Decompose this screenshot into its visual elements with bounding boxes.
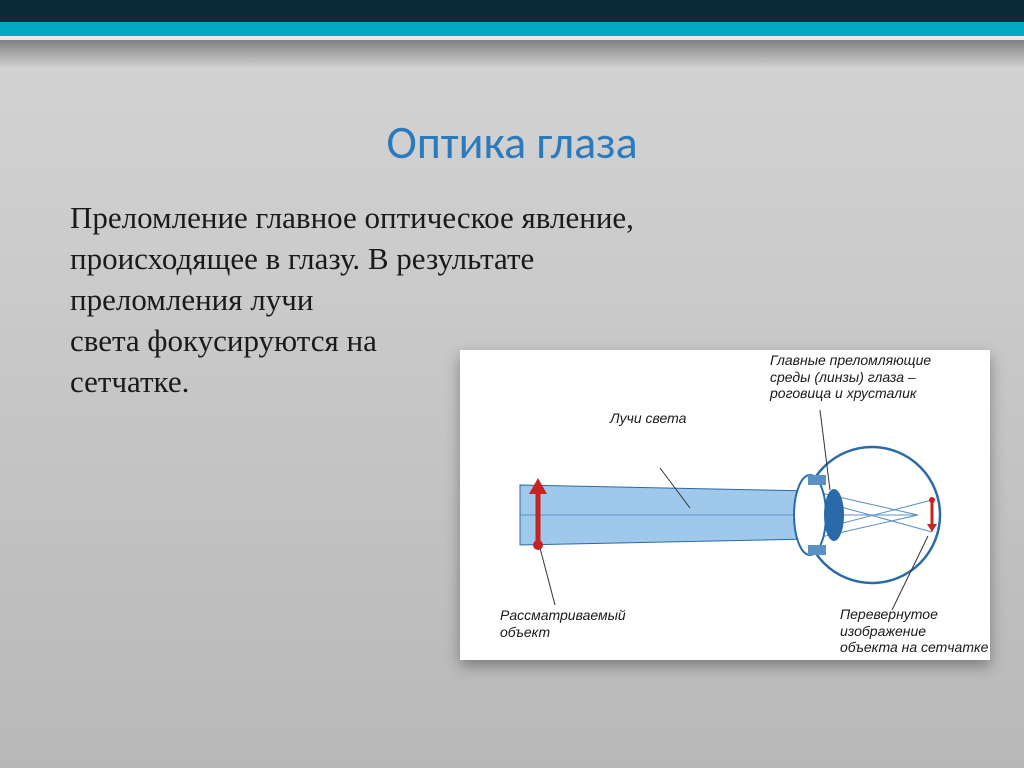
label-lens: Главные преломляющие среды (линзы) глаза… <box>770 352 931 402</box>
paragraph-line: сетчатке. <box>70 364 189 399</box>
label-image: Перевернутое изображение объекта на сетч… <box>840 606 988 656</box>
header-bar-dark <box>0 0 1024 22</box>
eye-diagram: Лучи света Главные преломляющие среды (л… <box>460 310 1000 710</box>
paragraph-line: Преломление главное оптическое явление, <box>70 200 634 235</box>
label-light-rays: Лучи света <box>610 410 686 427</box>
paragraph-line: преломления лучи <box>70 282 313 317</box>
header-bar-teal <box>0 22 1024 36</box>
paragraph-line: света фокусируются на <box>70 323 377 358</box>
header-shadow <box>0 40 1024 68</box>
label-object: Рассматриваемый объект <box>500 607 626 640</box>
paragraph-line: происходящее в глазу. В результате <box>70 241 534 276</box>
slide-title: Оптика глаза <box>0 115 1024 171</box>
